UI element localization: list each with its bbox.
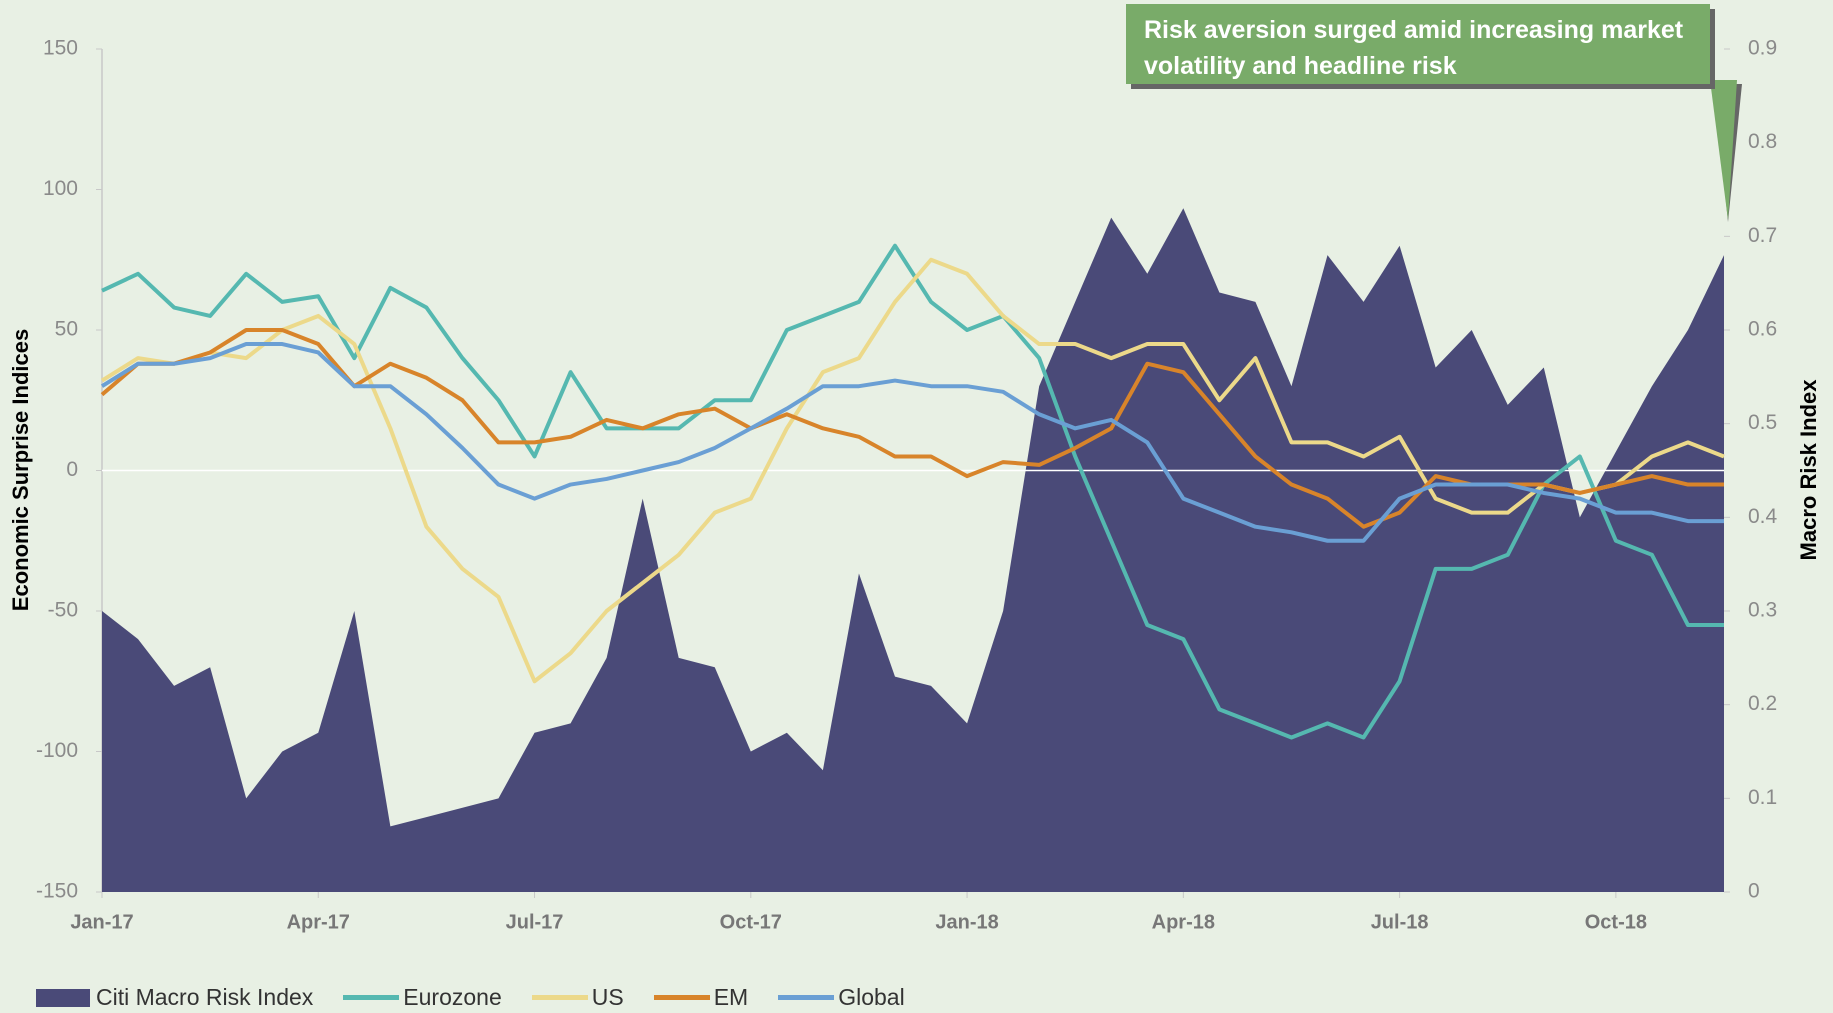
y2-tick-label: 0.3 xyxy=(1748,599,1777,622)
y2-tick-label: 0.1 xyxy=(1748,786,1777,809)
legend-label: Eurozone xyxy=(403,984,502,1010)
x-tick-label: Jan-18 xyxy=(935,911,998,933)
y2-tick-label: 0.5 xyxy=(1748,411,1777,434)
x-tick-label: Apr-18 xyxy=(1152,911,1215,933)
y2-tick-label: 0.2 xyxy=(1748,692,1777,715)
y-axis-title: Economic Surprise Indices xyxy=(8,329,33,611)
legend-swatch xyxy=(778,995,835,1000)
y-tick-label: -100 xyxy=(36,739,78,762)
legend-label: Global xyxy=(838,984,905,1010)
x-tick-label: Oct-18 xyxy=(1585,911,1647,933)
line xyxy=(100,342,1724,543)
legend-item: Eurozone xyxy=(343,984,502,1011)
legend-swatch xyxy=(531,995,588,1000)
y-tick-label: -50 xyxy=(48,599,78,622)
y-tick-label: 100 xyxy=(43,177,78,200)
legend-label: EM xyxy=(713,984,749,1010)
y2-tick-label: 0.4 xyxy=(1748,505,1778,528)
annotation: Risk aversion surged amid increasing mar… xyxy=(1126,4,1710,84)
y2-axis-title: Macro Risk Index xyxy=(1796,379,1821,561)
y2-tick-label: 0.7 xyxy=(1748,224,1777,247)
legend-item: US xyxy=(531,984,624,1011)
legend-label: Citi Macro Risk Index xyxy=(96,984,314,1010)
x-tick-label: Jul-18 xyxy=(1371,911,1429,933)
y2-tick-label: 0.8 xyxy=(1748,130,1777,153)
legend-swatch xyxy=(653,995,710,1000)
y-tick-label: 0 xyxy=(66,458,78,481)
y-tick-label: 50 xyxy=(55,318,78,341)
y2-tick-label: 0 xyxy=(1748,880,1760,903)
legend-item: Global xyxy=(778,984,905,1011)
y-tick-label: -150 xyxy=(36,880,78,903)
legend: Citi Macro Risk Index Eurozone US EM Global xyxy=(36,984,905,1011)
y-tick-label: 150 xyxy=(43,37,78,60)
area xyxy=(102,208,1724,892)
x-tick-label: Apr-17 xyxy=(287,911,350,933)
legend-swatch xyxy=(36,988,90,1007)
legend-label: US xyxy=(591,984,624,1010)
line xyxy=(101,243,1724,740)
y2-tick-label: 0.6 xyxy=(1748,318,1777,341)
x-tick-label: Oct-17 xyxy=(720,911,782,933)
legend-item: Citi Macro Risk Index xyxy=(36,984,313,1011)
legend-swatch xyxy=(343,995,400,1000)
y2-tick-label: 0.9 xyxy=(1748,37,1777,60)
x-tick-label: Jan-17 xyxy=(70,911,133,933)
line xyxy=(100,328,1724,529)
legend-item: EM xyxy=(653,984,749,1011)
x-tick-label: Jul-17 xyxy=(506,911,564,933)
callout-tail xyxy=(1710,80,1737,220)
